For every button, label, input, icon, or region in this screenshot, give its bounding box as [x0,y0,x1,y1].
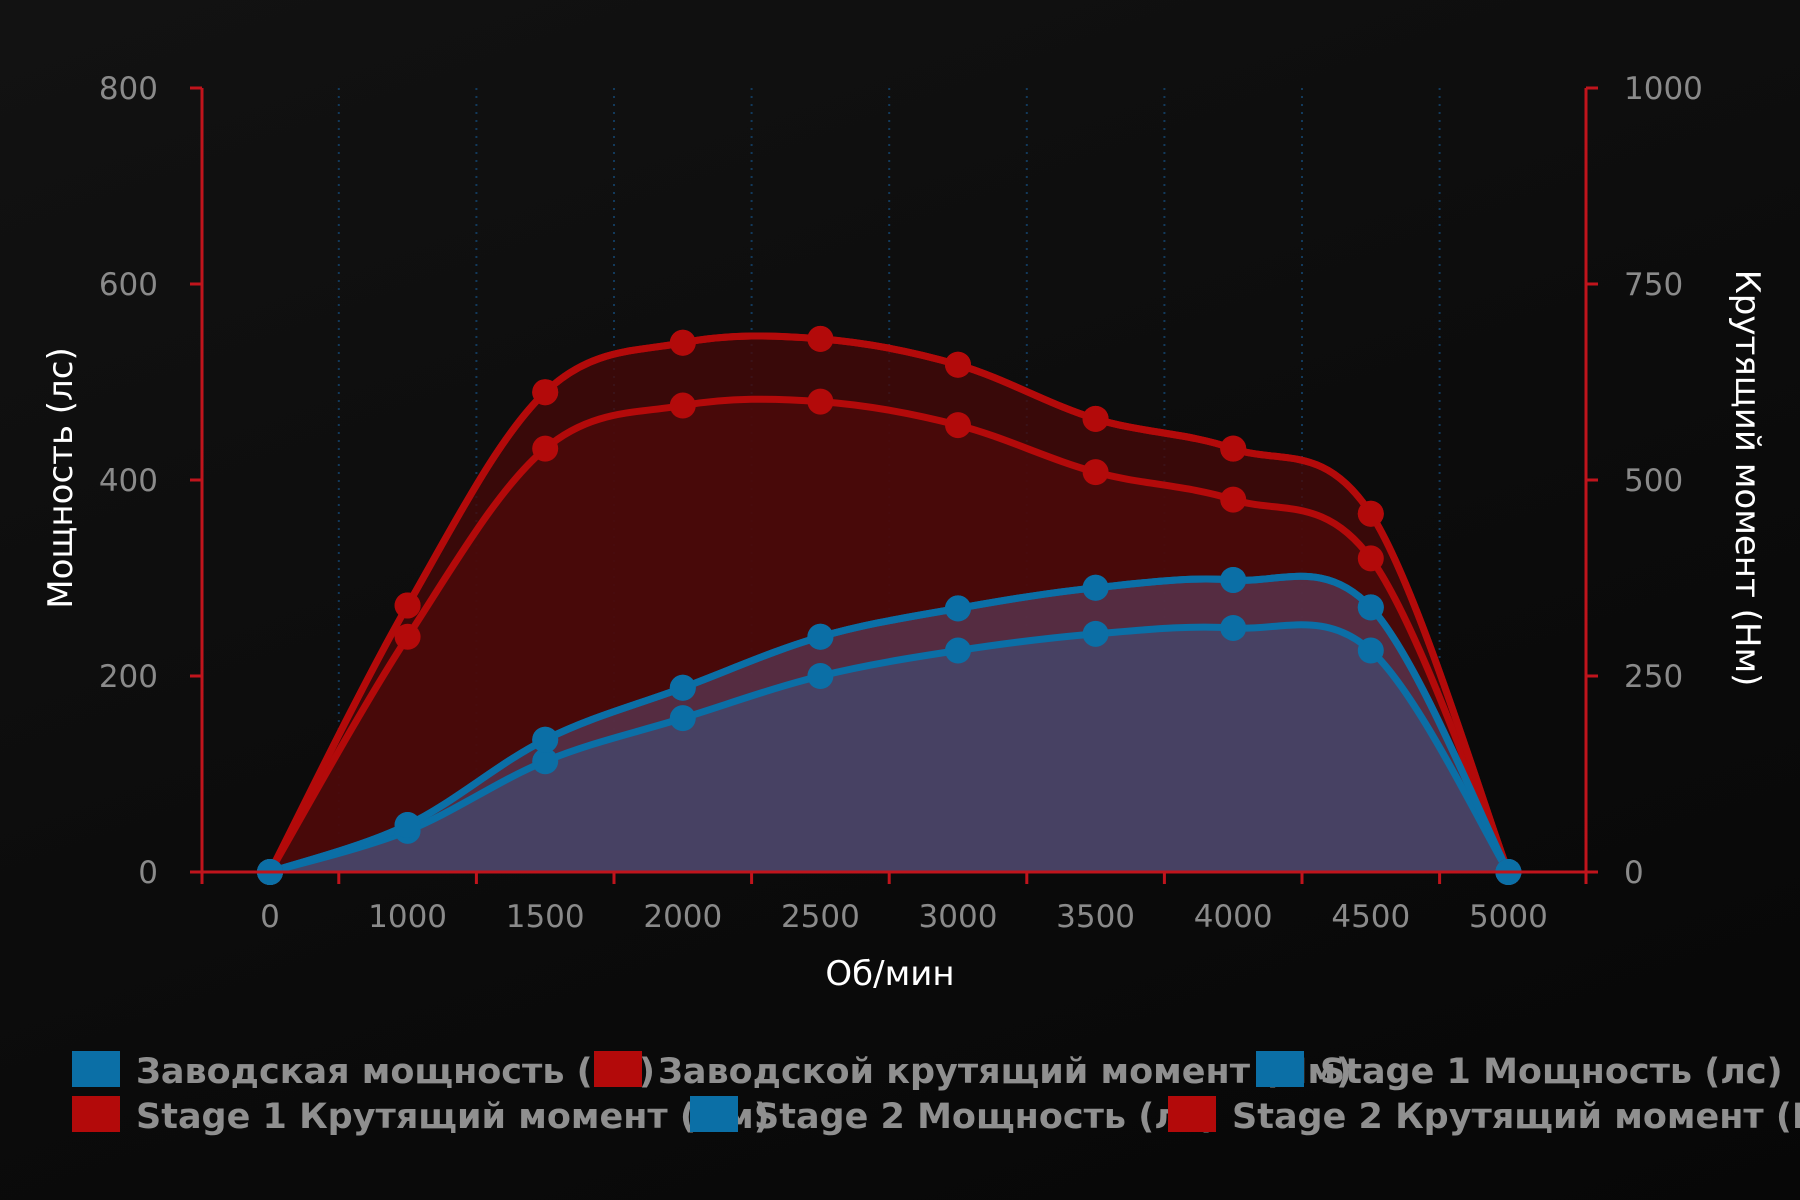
point-stage-2-мощность-лс-1000 [394,811,421,838]
x-tick-label: 4000 [1194,899,1273,935]
point-заводской-крутящий-момент-нм-4500 [1357,545,1384,572]
y-axis-right-title: Крутящий момент (Нм) [1727,270,1767,687]
y-right-tick-label: 0 [1624,855,1644,891]
legend-swatch [594,1051,642,1087]
legend-swatch [1256,1051,1304,1087]
line-stage-2-крутящий-момент-нм [266,332,1512,874]
area-заводская-мощность-лс [270,624,1509,872]
point-stage-2-крутящий-момент-нм-3000 [945,351,971,378]
legend: Заводская мощность (лс) Заводской крутящи… [72,1051,1800,1137]
x-tick-label: 3000 [919,899,998,935]
point-stage-2-мощность-лс-3000 [945,595,971,622]
line-stage-2-мощность-лс [268,572,1512,876]
legend-label: Stage 2 Мощность (лс) [754,1097,1217,1137]
x-tick-label: 1000 [368,899,447,935]
point-заводской-крутящий-момент-нм-1500 [532,435,559,462]
point-заводской-крутящий-момент-нм-3500 [1082,459,1109,486]
y-left-tick-label: 800 [99,71,158,107]
point-заводская-мощность-лс-2000 [669,705,696,732]
point-stage-2-крутящий-момент-нм-3500 [1082,405,1109,432]
point-stage-2-мощность-лс-3500 [1082,574,1109,601]
point-заводской-крутящий-момент-нм-2500 [807,388,834,415]
x-tick-label: 2500 [781,899,860,935]
y-right-tick-label: 500 [1624,463,1683,499]
x-tick-label: 3500 [1056,899,1135,935]
x-tick-label: 2000 [643,899,722,935]
point-заводская-мощность-лс-4500 [1357,637,1384,664]
y-right-tick-label: 250 [1624,659,1683,695]
y-right-tick-label: 750 [1624,267,1683,303]
legend-label: Заводская мощность (лс) [136,1052,655,1092]
point-stage-2-мощность-лс-4500 [1357,594,1384,621]
point-заводская-мощность-лс-1500 [532,748,559,775]
line-заводская-мощность-лс [268,621,1512,876]
y-left-tick-label: 0 [138,855,158,891]
legend-swatch [1168,1096,1216,1132]
point-stage-2-мощность-лс-1500 [532,726,559,753]
point-заводская-мощность-лс-4000 [1220,614,1247,641]
series-areas [270,335,1509,872]
point-stage-2-крутящий-момент-нм-2500 [807,325,834,352]
y-left-tick-label: 400 [99,463,158,499]
point-stage-2-крутящий-момент-нм-4500 [1357,500,1384,527]
y-right-tick-label: 1000 [1624,71,1703,107]
point-stage-2-крутящий-момент-нм-1000 [394,592,421,619]
line-заводской-крутящий-момент-нм [266,395,1512,874]
series-markers [257,325,1522,885]
y-left-tick-label: 600 [99,267,158,303]
x-tick-label: 1500 [506,899,585,935]
point-заводской-крутящий-момент-нм-4000 [1220,486,1247,513]
point-заводская-мощность-лс-3500 [1082,620,1109,647]
point-stage-2-мощность-лс-2000 [669,674,696,701]
point-заводской-крутящий-момент-нм-1000 [394,623,421,650]
area-stage-1-мощность-лс [270,576,1509,872]
legend-label: Заводской крутящий момент (Нм) [658,1052,1352,1092]
x-tick-label: 5000 [1469,899,1548,935]
legend-label: Stage 1 Крутящий момент (Нм) [136,1097,770,1137]
point-stage-2-крутящий-момент-нм-2000 [669,329,696,356]
point-заводская-мощность-лс-3000 [945,637,971,664]
x-tick-label: 0 [260,899,280,935]
y-axis-left-title: Мощность (лс) [41,347,81,609]
point-заводской-крутящий-момент-нм-3000 [945,412,971,439]
legend-swatch [72,1051,120,1087]
point-stage-2-крутящий-момент-нм-4000 [1220,435,1247,462]
x-axis-title: Об/мин [825,954,954,994]
legend-label: Stage 1 Мощность (лс) [1320,1052,1783,1092]
point-stage-2-мощность-лс-4000 [1220,566,1247,593]
point-stage-2-мощность-лс-2500 [807,623,834,650]
y-left-tick-label: 200 [99,659,158,695]
axes: 0 200 400 600 800 0 250 500 750 1000 0 1000 1500 2000… [99,71,1703,935]
legend-swatch [72,1096,120,1132]
series-lines [266,332,1512,876]
legend-swatch [690,1096,738,1132]
area-stage-2-мощность-лс [270,576,1509,872]
legend-label: Stage 2 Крутящий момент (Нм) [1232,1097,1800,1137]
point-заводской-крутящий-момент-нм-2000 [669,392,696,419]
point-stage-2-крутящий-момент-нм-1500 [532,379,559,406]
x-tick-label: 4500 [1331,899,1410,935]
point-заводская-мощность-лс-2500 [807,663,834,689]
